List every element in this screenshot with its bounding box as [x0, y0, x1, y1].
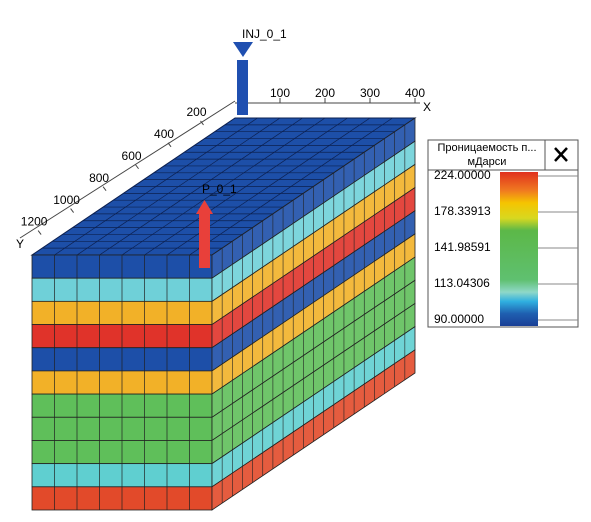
y-tick-label: 1200	[21, 215, 48, 229]
x-axis-label: X	[423, 100, 431, 114]
legend-tick-label: 224.00000	[434, 168, 491, 182]
legend-tick-label: 90.00000	[434, 312, 484, 326]
tick-mark	[135, 164, 139, 170]
legend-tick-label: 113.04306	[434, 276, 490, 290]
y-tick-label: 600	[122, 149, 142, 163]
well-marker	[233, 42, 253, 57]
x-tick-label: 100	[270, 86, 290, 100]
cell-edge	[121, 117, 326, 256]
y-tick-label: 800	[89, 171, 109, 185]
well-label: P_0_1	[202, 182, 237, 196]
y-tick-label: 1000	[53, 193, 80, 207]
well-pipe	[199, 212, 210, 268]
legend-unit: мДарси	[468, 156, 507, 168]
y-tick-label: 200	[187, 105, 207, 119]
x-tick-label: 400	[405, 86, 425, 100]
y-axis-label: Y	[16, 237, 24, 251]
cell-edge	[76, 117, 281, 256]
color-bar	[500, 172, 538, 326]
injector-well: INJ_0_1	[233, 27, 287, 115]
x-tick-label: 300	[360, 86, 380, 100]
cell-edge	[189, 117, 393, 256]
tick-mark	[70, 208, 74, 213]
axis-line	[19, 100, 236, 239]
well-pipe	[237, 60, 248, 115]
well-label: INJ_0_1	[242, 27, 287, 41]
tick-mark	[200, 120, 204, 126]
cell-edge	[54, 117, 258, 256]
tick-mark	[37, 230, 42, 235]
x-tick-label: 200	[315, 86, 335, 100]
cell-edge	[99, 117, 303, 256]
legend-tick-label: 178.33913	[434, 204, 491, 218]
y-tick-label: 400	[154, 127, 174, 141]
close-button[interactable]	[554, 147, 568, 162]
tick-mark	[102, 186, 107, 191]
cell-edge	[144, 117, 348, 256]
legend-title: Проницаемость п...	[437, 142, 536, 154]
legend: Проницаемость п... мДарси 224.00000 178.3…	[427, 139, 579, 328]
legend-tick-label: 141.98591	[434, 240, 491, 254]
tick-mark	[167, 142, 172, 148]
well-marker	[196, 200, 213, 214]
